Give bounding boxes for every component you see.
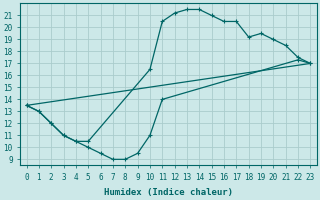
X-axis label: Humidex (Indice chaleur): Humidex (Indice chaleur) — [104, 188, 233, 197]
